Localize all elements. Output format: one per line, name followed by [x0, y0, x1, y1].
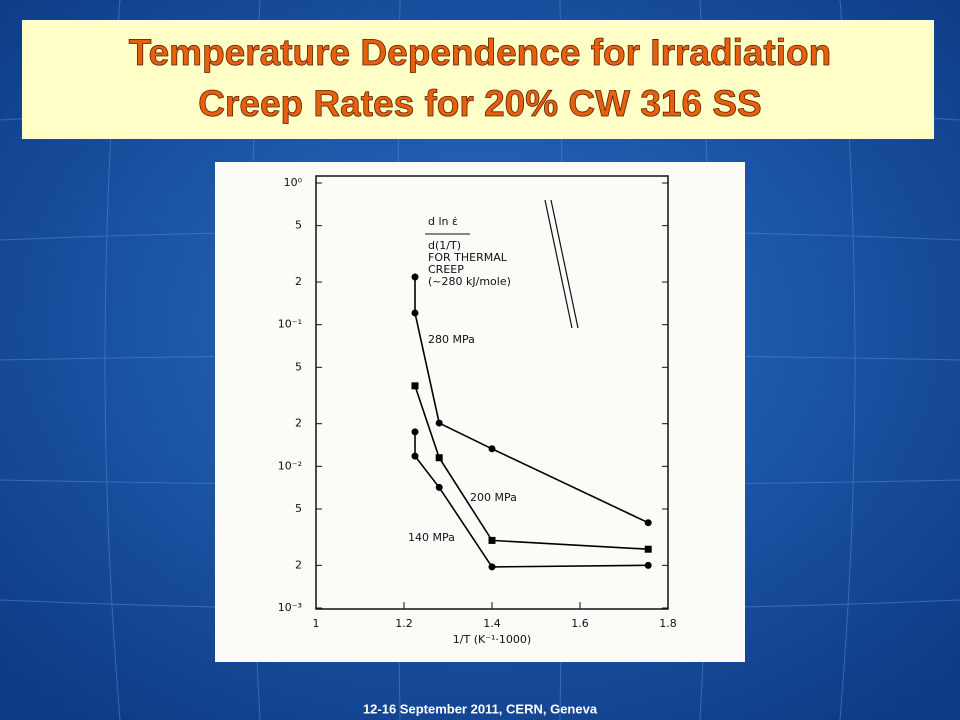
- x-axis-label: 1/T (K⁻¹·1000): [453, 633, 531, 646]
- y-tick-label: 2: [295, 558, 302, 571]
- series-label: 140 MPa: [408, 531, 455, 544]
- slope-line: [544, 199, 573, 329]
- point: [644, 561, 652, 569]
- y-tick-label: 2: [295, 417, 302, 430]
- x-tick-label: 1.8: [659, 617, 677, 630]
- point: [435, 483, 443, 491]
- point: [411, 428, 419, 436]
- y-tick-label: 10⁻³: [278, 601, 302, 614]
- y-tick-label: 5: [295, 219, 302, 232]
- annotation: d ln ε̇: [428, 215, 458, 228]
- y-tick-label: 2: [295, 275, 302, 288]
- footer: 12-16 September 2011, CERN, Geneva: [363, 701, 598, 716]
- annotation: d(1/T): [428, 239, 461, 252]
- y-tick-label: 10⁻²: [278, 459, 302, 472]
- point: [488, 536, 496, 544]
- point: [411, 273, 419, 281]
- x-tick-label: 1.6: [571, 617, 589, 630]
- point: [411, 309, 419, 317]
- point: [435, 454, 443, 462]
- point: [488, 563, 496, 571]
- x-tick-label: 1.4: [483, 617, 501, 630]
- series-label: 200 MPa: [470, 491, 517, 504]
- y-tick-label: 10⁰: [284, 176, 303, 189]
- y-tick-label: 5: [295, 502, 302, 515]
- series-line: [414, 385, 649, 551]
- point: [644, 545, 652, 553]
- title-line: Temperature Dependence for Irradiation: [129, 32, 831, 73]
- x-tick-label: 1.2: [395, 617, 413, 630]
- y-tick-label: 5: [295, 360, 302, 373]
- x-tick-label: 1: [313, 617, 320, 630]
- title-line: Creep Rates for 20% CW 316 SS: [198, 83, 761, 124]
- chart-image: [215, 162, 745, 662]
- point: [411, 382, 419, 390]
- annotation: CREEP: [428, 263, 464, 276]
- annotation: FOR THERMAL: [428, 251, 508, 264]
- y-tick-label: 10⁻¹: [278, 318, 302, 331]
- point: [644, 519, 652, 527]
- point: [411, 452, 419, 460]
- point: [435, 419, 443, 427]
- point: [488, 445, 496, 453]
- chart: 10⁰ 5 2 10⁻¹ 5 2 10⁻² 5 2 10⁻³ 1 1.2 1.4 1.6 1.8 1/T (K…: [278, 175, 677, 646]
- slope-line: [550, 199, 579, 329]
- series-label: 280 MPa: [428, 333, 475, 346]
- title-box: [22, 20, 934, 139]
- annotation: (~280 kJ/mole): [428, 275, 511, 288]
